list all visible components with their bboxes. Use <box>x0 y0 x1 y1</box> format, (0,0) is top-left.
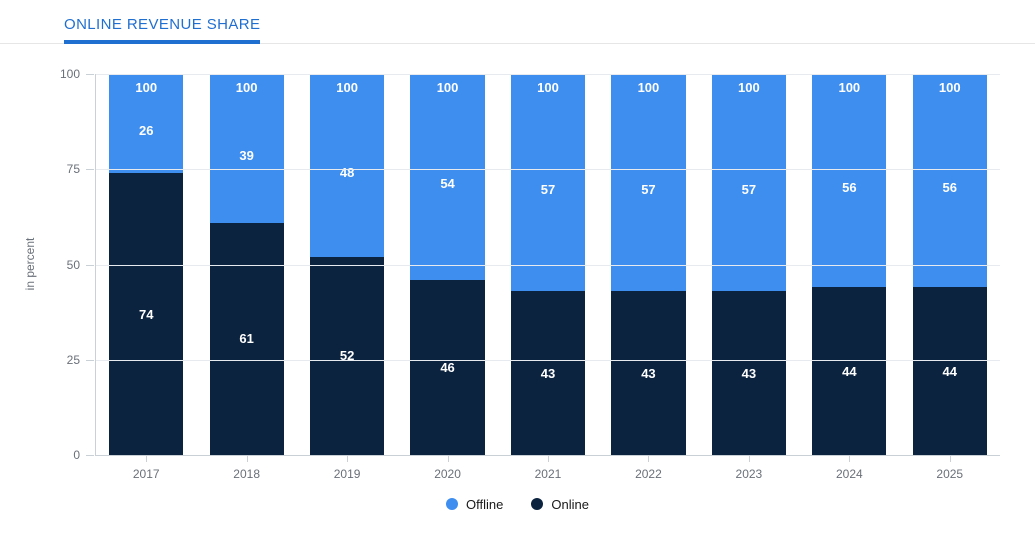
bar-segment-offline[interactable]: 39 100 <box>210 74 284 223</box>
y-tick <box>86 169 94 170</box>
bar-total-label: 100 <box>611 80 685 95</box>
x-tick <box>749 456 750 462</box>
bar-value-label: 56 <box>842 180 856 195</box>
bar-segment-online[interactable]: 52 <box>310 257 384 455</box>
bar-value-label: 57 <box>641 182 655 197</box>
legend-item-offline[interactable]: Offline <box>446 497 503 512</box>
x-tick <box>548 456 549 462</box>
bar-total-label: 100 <box>913 80 987 95</box>
bar-segment-offline[interactable]: 57 100 <box>712 74 786 291</box>
legend-label: Online <box>551 497 589 512</box>
bar-total-label: 100 <box>511 80 585 95</box>
bar-segment-offline[interactable]: 56 100 <box>812 74 886 287</box>
y-axis-title: in percent <box>23 238 37 291</box>
bar-value-label: 54 <box>440 176 454 191</box>
x-tick-label: 2023 <box>736 467 763 481</box>
x-tick <box>950 456 951 462</box>
y-tick-label: 100 <box>46 67 80 81</box>
legend-label: Offline <box>466 497 503 512</box>
y-tick <box>86 265 94 266</box>
y-tick-label: 25 <box>46 353 80 367</box>
x-tick <box>247 456 248 462</box>
y-tick-label: 50 <box>46 258 80 272</box>
bar-segment-offline[interactable]: 57 100 <box>511 74 585 291</box>
x-tick-label: 2025 <box>936 467 963 481</box>
bar-value-label: 61 <box>239 331 253 346</box>
swatch-icon <box>531 498 543 510</box>
gridline <box>96 169 1000 170</box>
x-tick <box>849 456 850 462</box>
bar-value-label: 44 <box>842 364 856 379</box>
bar-total-label: 100 <box>210 80 284 95</box>
x-tick-label: 2017 <box>133 467 160 481</box>
bar-value-label: 57 <box>742 182 756 197</box>
bar-total-label: 100 <box>310 80 384 95</box>
bar-segment-online[interactable]: 43 <box>611 291 685 455</box>
bar-segment-offline[interactable]: 54 100 <box>410 74 484 280</box>
bar-segment-offline[interactable]: 56 100 <box>913 74 987 287</box>
bar-value-label: 43 <box>541 366 555 381</box>
page: ONLINE REVENUE SHARE in percent 26 100 74 2… <box>0 0 1035 536</box>
bar-segment-online[interactable]: 46 <box>410 280 484 455</box>
bar-value-label: 44 <box>943 364 957 379</box>
bar-value-label: 56 <box>943 180 957 195</box>
bar-value-label: 39 <box>239 148 253 163</box>
y-tick-label: 0 <box>46 448 80 462</box>
bar-value-label: 43 <box>742 366 756 381</box>
bar-total-label: 100 <box>410 80 484 95</box>
bar-segment-online[interactable]: 74 <box>109 173 183 455</box>
bar-value-label: 52 <box>340 348 354 363</box>
bar-value-label: 46 <box>440 360 454 375</box>
bar-value-label: 48 <box>340 165 354 180</box>
bar-segment-offline[interactable]: 57 100 <box>611 74 685 291</box>
bar-segment-online[interactable]: 44 <box>812 287 886 455</box>
bar-segment-online[interactable]: 43 <box>511 291 585 455</box>
gridline <box>96 74 1000 75</box>
revenue-share-chart: in percent 26 100 74 2017 39 100 61 2018 48 100 52… <box>0 44 1035 484</box>
bar-value-label: 57 <box>541 182 555 197</box>
legend-item-online[interactable]: Online <box>531 497 589 512</box>
x-tick-label: 2020 <box>434 467 461 481</box>
gridline <box>96 360 1000 361</box>
bar-segment-online[interactable]: 44 <box>913 287 987 455</box>
x-tick-label: 2019 <box>334 467 361 481</box>
x-tick <box>347 456 348 462</box>
tab-strip: ONLINE REVENUE SHARE <box>0 0 1035 44</box>
legend: Offline Online <box>0 484 1035 524</box>
x-tick-label: 2018 <box>233 467 260 481</box>
bar-value-label: 43 <box>641 366 655 381</box>
y-tick <box>86 360 94 361</box>
bar-segment-offline[interactable]: 26 100 <box>109 74 183 173</box>
bar-total-label: 100 <box>712 80 786 95</box>
y-tick <box>86 74 94 75</box>
x-tick <box>448 456 449 462</box>
x-tick <box>146 456 147 462</box>
plot-area: 2610074201739100612018481005220195410046… <box>95 74 1000 456</box>
x-tick-label: 2024 <box>836 467 863 481</box>
swatch-icon <box>446 498 458 510</box>
bar-segment-online[interactable]: 61 <box>210 223 284 455</box>
bar-value-label: 74 <box>139 307 153 322</box>
x-tick-label: 2021 <box>535 467 562 481</box>
y-tick-label: 75 <box>46 162 80 176</box>
bar-total-label: 100 <box>109 80 183 95</box>
x-tick <box>648 456 649 462</box>
bar-segment-offline[interactable]: 48 100 <box>310 74 384 257</box>
bar-value-label: 26 <box>139 123 153 138</box>
gridline <box>96 265 1000 266</box>
bar-segment-online[interactable]: 43 <box>712 291 786 455</box>
bar-total-label: 100 <box>812 80 886 95</box>
x-tick-label: 2022 <box>635 467 662 481</box>
tab-online-revenue-share[interactable]: ONLINE REVENUE SHARE <box>64 16 260 43</box>
y-tick <box>86 455 94 456</box>
